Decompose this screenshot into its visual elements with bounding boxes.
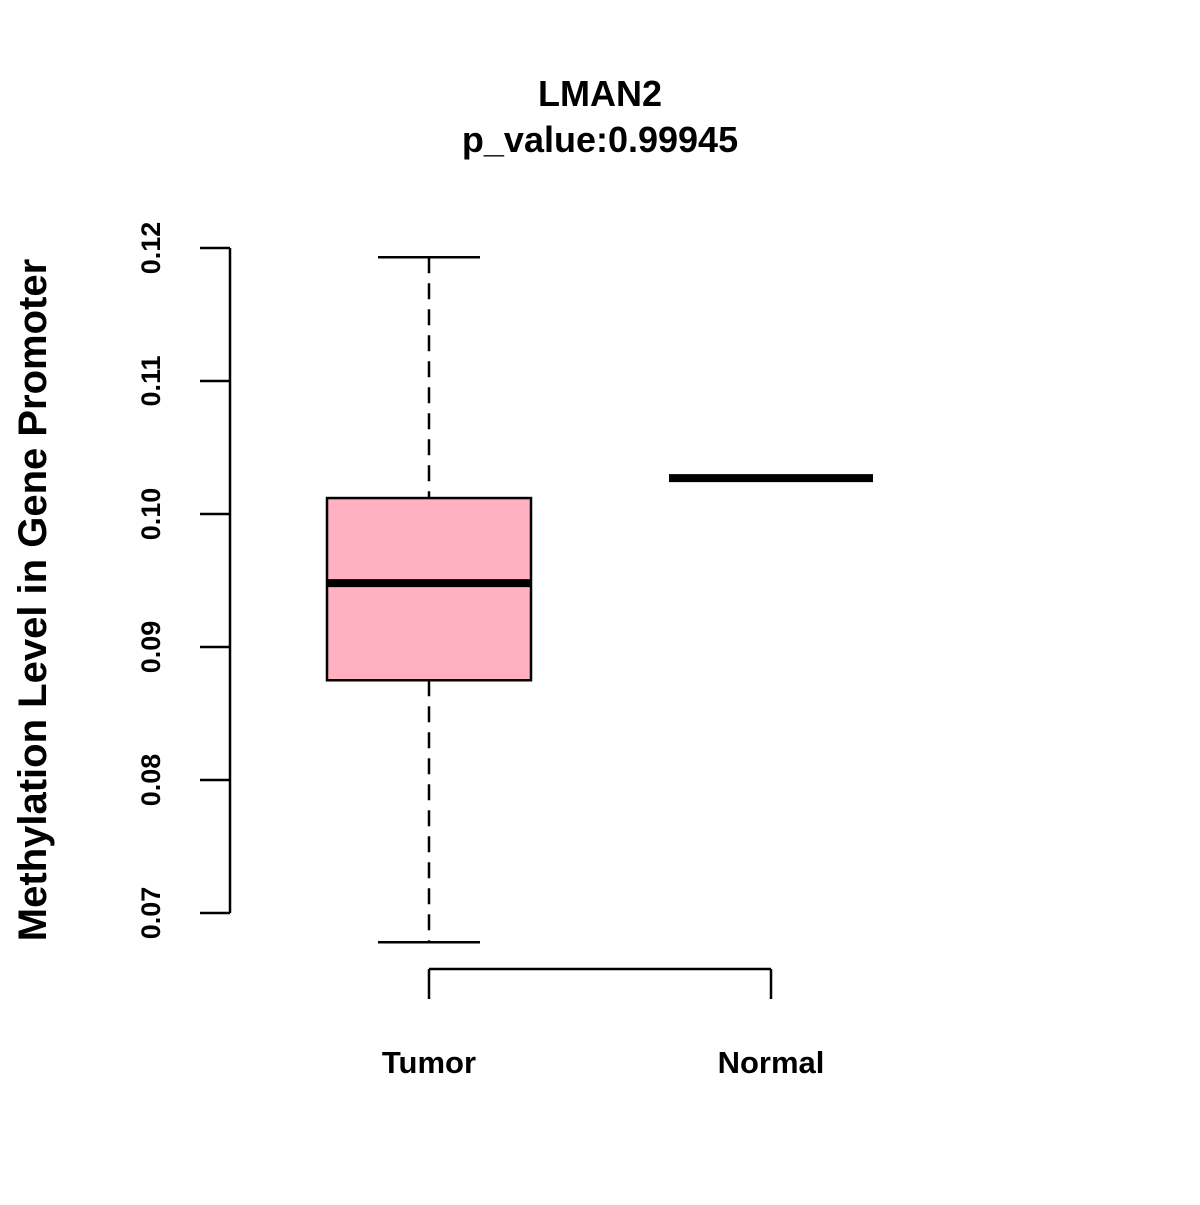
- box-tumor: [325, 256, 533, 944]
- chart-subtitle: p_value:0.99945: [462, 119, 738, 160]
- y-tick-label: 0.12: [136, 222, 166, 275]
- y-tick-label: 0.08: [136, 754, 166, 807]
- chart-title: LMAN2: [538, 73, 662, 114]
- y-axis-label: Methylation Level in Gene Promoter: [11, 259, 55, 941]
- y-tick-label: 0.07: [136, 887, 166, 940]
- y-axis: 0.07 0.08 0.09 0.10 0.11 0.12: [136, 222, 232, 940]
- x-tick-label: Tumor: [382, 1045, 476, 1080]
- y-tick-label: 0.09: [136, 621, 166, 674]
- x-axis: Tumor Normal: [382, 967, 825, 1080]
- x-tick-label: Normal: [718, 1045, 825, 1080]
- y-tick-label: 0.11: [136, 355, 166, 406]
- y-tick-label: 0.10: [136, 488, 166, 541]
- iqr-box: [325, 496, 533, 682]
- plot-marks: [325, 256, 873, 944]
